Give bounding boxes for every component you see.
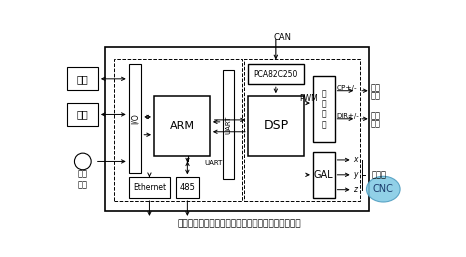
- Text: 方向: 方向: [371, 119, 381, 128]
- Text: 输入: 输入: [77, 109, 89, 120]
- Text: CP+/-: CP+/-: [337, 85, 357, 91]
- Bar: [313, 152, 335, 198]
- Bar: [129, 177, 170, 198]
- Text: DSP: DSP: [263, 119, 288, 132]
- Text: 手摇
脉冲: 手摇 脉冲: [78, 170, 88, 189]
- Text: CAN: CAN: [274, 33, 291, 42]
- Text: GAL: GAL: [314, 170, 334, 180]
- Bar: [114, 59, 242, 201]
- Text: I/O: I/O: [130, 114, 139, 124]
- Bar: [105, 47, 369, 211]
- Text: UART: UART: [226, 116, 231, 134]
- Text: PWM: PWM: [299, 94, 318, 103]
- Text: 进给轴: 进给轴: [371, 170, 386, 179]
- Text: 脉动: 脉动: [371, 91, 381, 100]
- Bar: [313, 76, 335, 142]
- Text: z: z: [353, 185, 357, 194]
- Text: x: x: [353, 155, 358, 164]
- Text: UART: UART: [205, 160, 223, 167]
- Text: 进给: 进给: [371, 111, 381, 120]
- Text: 差
分
驱
动: 差 分 驱 动: [322, 89, 326, 129]
- Bar: [244, 59, 360, 201]
- Text: Ethernet: Ethernet: [133, 183, 166, 192]
- Text: y: y: [353, 170, 358, 179]
- Bar: [248, 96, 304, 155]
- Text: 进给: 进给: [371, 83, 381, 92]
- Text: ARM: ARM: [170, 121, 194, 131]
- Text: CNC: CNC: [373, 184, 394, 194]
- Text: DIR+/-: DIR+/-: [336, 113, 359, 119]
- Bar: [176, 177, 199, 198]
- Text: 显示: 显示: [77, 74, 89, 84]
- Bar: [67, 67, 98, 90]
- Bar: [154, 96, 210, 155]
- Text: PCA82C250: PCA82C250: [254, 70, 298, 79]
- Bar: [67, 103, 98, 126]
- Bar: [129, 65, 141, 173]
- Text: 485: 485: [179, 183, 195, 192]
- Text: 嵌入式新型网络数控系统中央数控单元硬件实现方案: 嵌入式新型网络数控系统中央数控单元硬件实现方案: [177, 219, 301, 228]
- Bar: [248, 65, 304, 84]
- Bar: [223, 70, 234, 179]
- Ellipse shape: [366, 176, 400, 202]
